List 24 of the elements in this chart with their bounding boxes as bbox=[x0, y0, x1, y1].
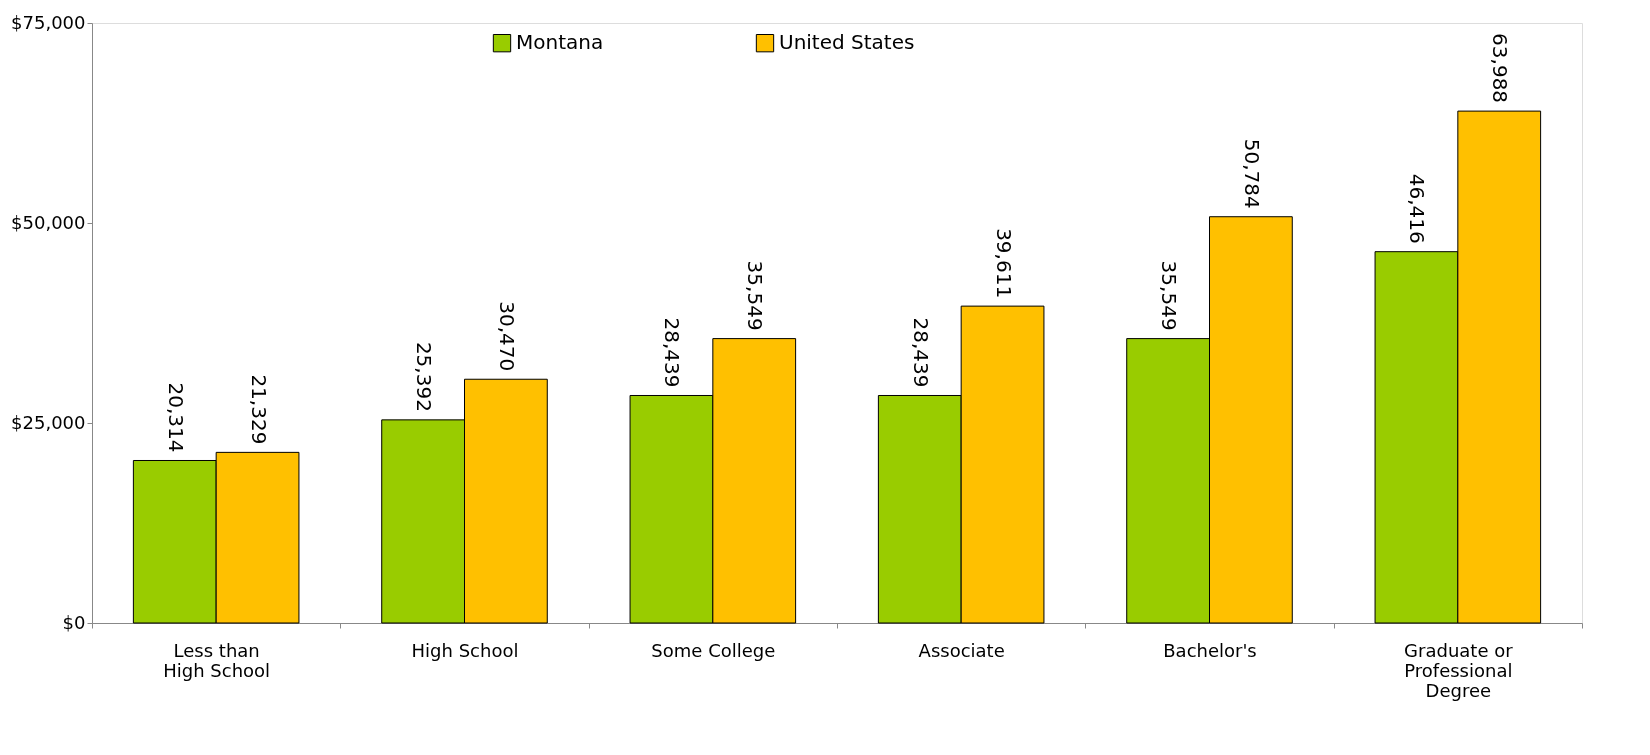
y-tick-label: $75,000 bbox=[11, 11, 86, 33]
x-tick-label: Bachelor's bbox=[1163, 639, 1257, 661]
data-label: 25,392 bbox=[412, 341, 437, 412]
x-tick-label: Graduate or Professional Degree bbox=[1404, 639, 1514, 701]
x-tick-label: Less than High School bbox=[163, 639, 271, 681]
x-tick-label: Some College bbox=[651, 639, 776, 661]
data-label: 28,439 bbox=[660, 317, 685, 388]
data-label: 63,988 bbox=[1488, 33, 1513, 104]
y-tick-label: $50,000 bbox=[11, 211, 86, 233]
data-label: 46,416 bbox=[1405, 173, 1430, 244]
data-label: 20,314 bbox=[163, 382, 188, 453]
legend-label: Montana bbox=[516, 30, 604, 55]
y-tick-label: $0 bbox=[62, 611, 86, 633]
data-label: 21,329 bbox=[246, 374, 271, 445]
data-label: 50,784 bbox=[1239, 138, 1264, 209]
data-label: 35,549 bbox=[1157, 260, 1182, 331]
x-tick-label: High School bbox=[411, 639, 519, 661]
legend-label: United States bbox=[779, 30, 915, 55]
data-label: 35,549 bbox=[743, 260, 768, 331]
data-label: 28,439 bbox=[908, 317, 933, 388]
x-tick-label: Associate bbox=[918, 639, 1005, 661]
data-label: 30,470 bbox=[494, 301, 519, 372]
y-tick-label: $25,000 bbox=[11, 411, 86, 433]
data-label: 39,611 bbox=[991, 228, 1016, 299]
